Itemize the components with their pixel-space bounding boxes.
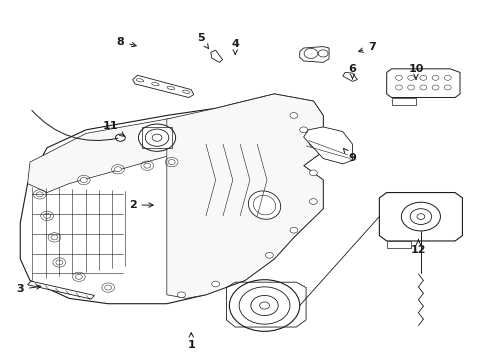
- Circle shape: [410, 209, 432, 225]
- Circle shape: [401, 202, 441, 231]
- Circle shape: [239, 287, 290, 324]
- Circle shape: [260, 302, 270, 309]
- Ellipse shape: [183, 90, 190, 93]
- Text: 11: 11: [103, 121, 124, 136]
- Text: 12: 12: [411, 239, 426, 255]
- Circle shape: [290, 113, 298, 118]
- Circle shape: [300, 127, 308, 133]
- Circle shape: [146, 129, 169, 146]
- Circle shape: [56, 260, 63, 265]
- Circle shape: [116, 134, 125, 141]
- Circle shape: [310, 141, 318, 147]
- Circle shape: [417, 214, 425, 220]
- Circle shape: [304, 48, 318, 58]
- Circle shape: [408, 75, 415, 80]
- Text: 5: 5: [197, 33, 209, 49]
- Polygon shape: [211, 50, 222, 62]
- Circle shape: [310, 170, 318, 176]
- Circle shape: [395, 75, 402, 80]
- Circle shape: [420, 85, 427, 90]
- Polygon shape: [27, 281, 95, 299]
- Polygon shape: [304, 127, 352, 164]
- Ellipse shape: [151, 82, 159, 86]
- Text: 7: 7: [359, 42, 376, 52]
- Ellipse shape: [136, 79, 144, 82]
- Ellipse shape: [253, 195, 276, 215]
- Circle shape: [408, 85, 415, 90]
- Circle shape: [168, 159, 175, 165]
- Ellipse shape: [248, 191, 281, 219]
- Polygon shape: [20, 94, 323, 304]
- Text: 1: 1: [187, 333, 195, 350]
- Circle shape: [105, 285, 112, 290]
- Circle shape: [395, 85, 402, 90]
- Circle shape: [229, 280, 300, 331]
- Polygon shape: [392, 98, 416, 105]
- Circle shape: [75, 274, 82, 279]
- Polygon shape: [387, 241, 411, 248]
- Text: 6: 6: [348, 64, 356, 80]
- Circle shape: [444, 85, 451, 90]
- Polygon shape: [387, 69, 460, 98]
- Text: 9: 9: [343, 149, 356, 163]
- Circle shape: [144, 163, 151, 168]
- Polygon shape: [379, 193, 463, 241]
- Polygon shape: [27, 112, 216, 193]
- Circle shape: [80, 177, 87, 183]
- Polygon shape: [167, 94, 323, 298]
- Polygon shape: [300, 46, 329, 62]
- Text: 3: 3: [17, 284, 41, 294]
- Circle shape: [212, 281, 220, 287]
- Circle shape: [177, 292, 185, 298]
- Text: 4: 4: [231, 39, 239, 54]
- Circle shape: [36, 192, 43, 197]
- Text: 10: 10: [408, 64, 424, 80]
- Polygon shape: [343, 72, 357, 81]
- Circle shape: [310, 199, 318, 204]
- Circle shape: [318, 50, 328, 57]
- Text: 8: 8: [117, 37, 136, 47]
- Circle shape: [251, 296, 278, 316]
- Circle shape: [420, 75, 427, 80]
- Circle shape: [444, 75, 451, 80]
- Circle shape: [290, 227, 298, 233]
- Circle shape: [432, 75, 439, 80]
- Circle shape: [432, 85, 439, 90]
- Circle shape: [152, 134, 162, 141]
- Circle shape: [115, 167, 122, 172]
- Circle shape: [51, 235, 58, 240]
- Circle shape: [266, 252, 273, 258]
- Text: 2: 2: [129, 200, 153, 210]
- Circle shape: [44, 213, 50, 219]
- Ellipse shape: [167, 86, 174, 90]
- Circle shape: [139, 124, 175, 151]
- Polygon shape: [133, 75, 194, 98]
